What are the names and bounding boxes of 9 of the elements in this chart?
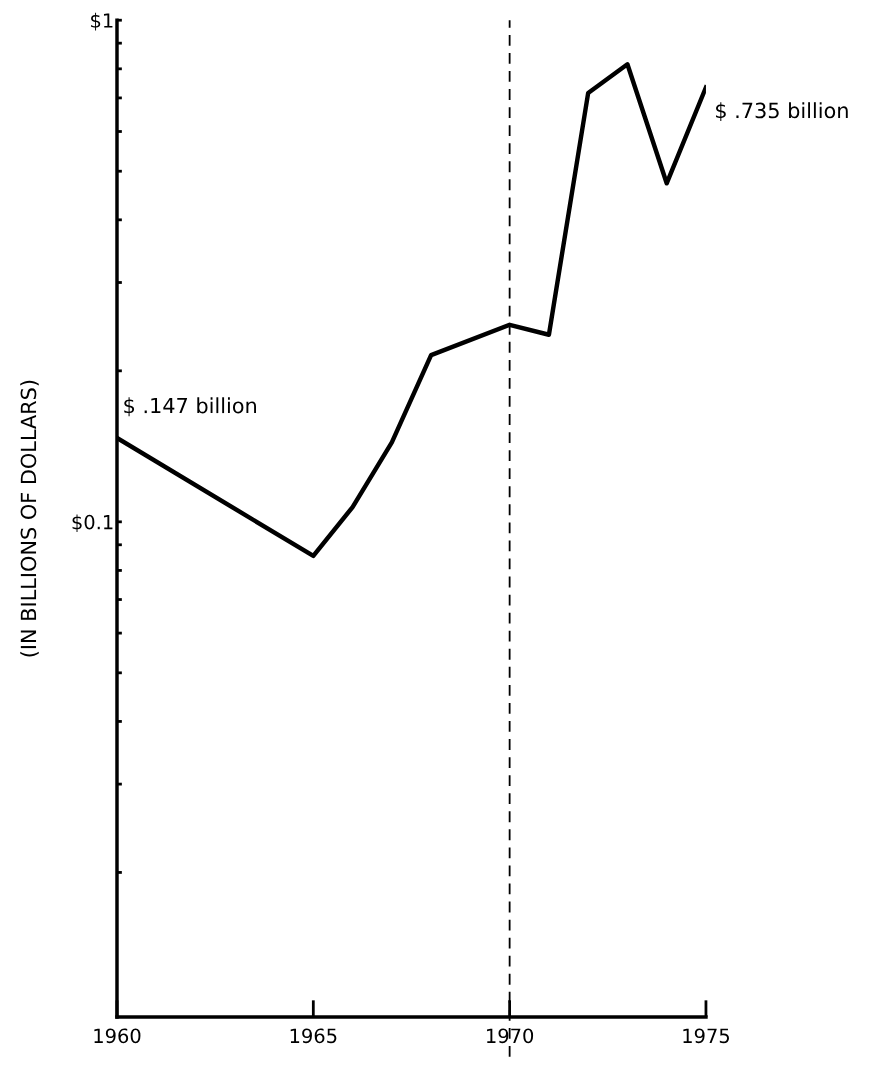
annotation: $ .735 billion <box>716 102 848 122</box>
x-tick-label: 1965 <box>290 1028 337 1044</box>
x-tick-label: 1960 <box>94 1028 141 1044</box>
y-axis-title: (IN BILLIONS OF DOLLARS) <box>20 380 39 657</box>
x-tick-label: 1975 <box>683 1028 729 1044</box>
x-tick-label: 1970 <box>487 1028 534 1044</box>
y-tick-label: $0.1 <box>72 514 113 533</box>
annotation: $ .147 billion <box>124 397 256 417</box>
y-tick-label: $1 <box>91 12 113 31</box>
